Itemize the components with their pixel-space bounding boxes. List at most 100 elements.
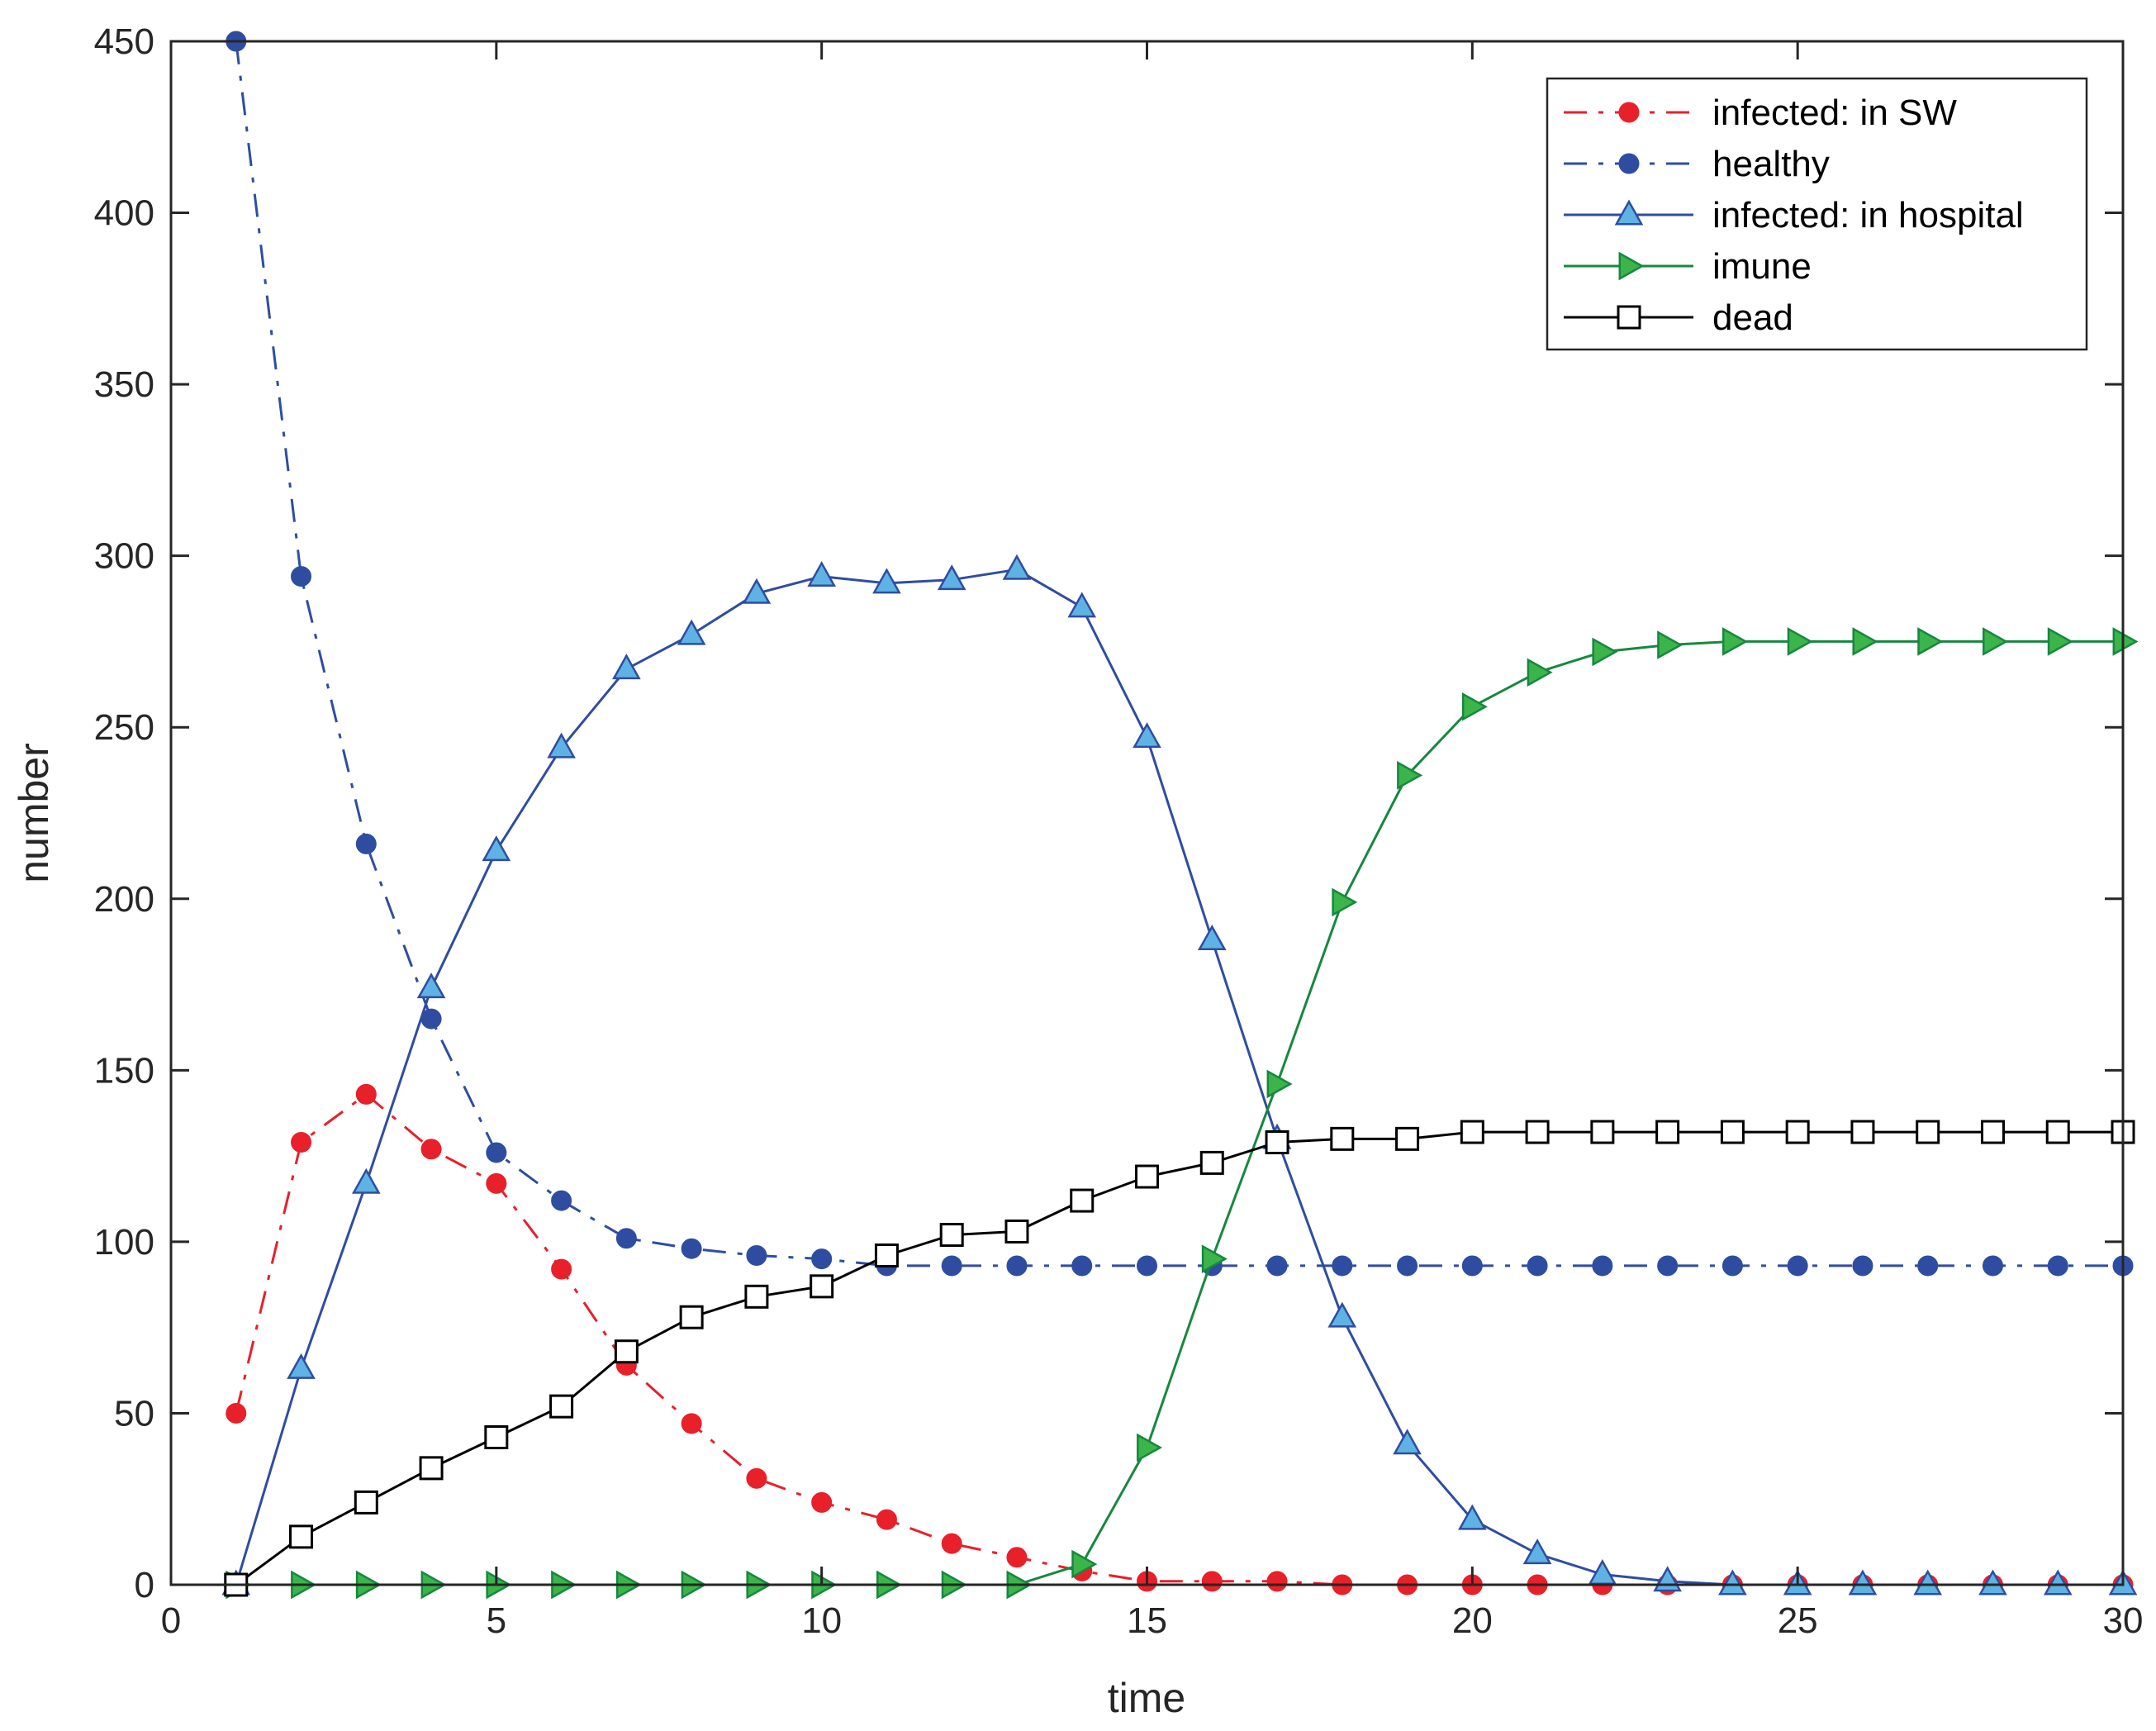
data-point bbox=[1916, 1120, 1940, 1144]
data-point bbox=[1721, 1255, 1743, 1277]
data-point bbox=[1785, 1120, 1810, 1144]
y-tick-label: 300 bbox=[94, 536, 154, 577]
data-point bbox=[355, 833, 377, 854]
data-point bbox=[1004, 1219, 1029, 1244]
data-point bbox=[1397, 761, 1423, 790]
data-point bbox=[1461, 1255, 1483, 1277]
data-point bbox=[746, 1244, 767, 1266]
data-point bbox=[1525, 1120, 1550, 1144]
data-point bbox=[2043, 1569, 2073, 1595]
data-point bbox=[2047, 1255, 2068, 1277]
data-point bbox=[1199, 1150, 1224, 1175]
data-point bbox=[1458, 1504, 1487, 1530]
data-point bbox=[1655, 1120, 1680, 1144]
y-tick-label: 0 bbox=[135, 1565, 154, 1605]
data-point bbox=[291, 566, 312, 587]
x-tick-label: 5 bbox=[487, 1600, 506, 1641]
data-point bbox=[939, 1223, 964, 1248]
data-point bbox=[746, 1467, 767, 1489]
legend-marker bbox=[1614, 199, 1644, 226]
data-point bbox=[810, 1274, 834, 1299]
data-point bbox=[547, 732, 576, 759]
data-point bbox=[1393, 1429, 1422, 1455]
legend-marker bbox=[1618, 102, 1640, 123]
data-point bbox=[551, 1190, 572, 1211]
data-point bbox=[1327, 1301, 1357, 1328]
y-tick-label: 100 bbox=[94, 1222, 154, 1263]
data-point bbox=[876, 1509, 897, 1530]
data-point bbox=[1850, 1120, 1875, 1144]
data-point bbox=[681, 1238, 702, 1259]
data-point bbox=[811, 1491, 833, 1513]
y-tick-label: 350 bbox=[94, 364, 154, 405]
data-point bbox=[1527, 1255, 1548, 1277]
data-point bbox=[1330, 1126, 1355, 1151]
x-tick-label: 10 bbox=[801, 1600, 842, 1641]
legend-label: imune bbox=[1712, 246, 1812, 287]
data-point bbox=[937, 564, 966, 591]
data-point bbox=[1657, 630, 1683, 659]
data-point bbox=[1718, 1569, 1747, 1595]
data-point bbox=[1460, 1120, 1484, 1144]
data-point bbox=[2112, 627, 2139, 656]
x-tick-label: 25 bbox=[1778, 1600, 1818, 1641]
legend-label: healthy bbox=[1712, 144, 1830, 184]
data-point bbox=[1721, 627, 1748, 656]
y-tick-label: 450 bbox=[94, 21, 154, 62]
data-point bbox=[612, 654, 641, 680]
data-point bbox=[1982, 1255, 2003, 1277]
data-point bbox=[486, 1172, 507, 1194]
data-point bbox=[744, 1284, 769, 1309]
x-axis-label: time bbox=[1108, 1675, 1185, 1721]
data-point bbox=[1852, 627, 1878, 656]
data-point bbox=[289, 1524, 314, 1549]
data-point bbox=[486, 1142, 507, 1163]
x-tick-label: 30 bbox=[2103, 1600, 2144, 1641]
data-point bbox=[355, 1083, 377, 1105]
data-point bbox=[1913, 1569, 1943, 1595]
series-markers-2 bbox=[221, 554, 2138, 1595]
data-point bbox=[1265, 1130, 1289, 1155]
data-point bbox=[1983, 627, 2009, 656]
data-point bbox=[874, 1243, 899, 1267]
series-markers-3 bbox=[226, 627, 2139, 1600]
data-point bbox=[1787, 627, 1813, 656]
data-point bbox=[354, 1490, 378, 1515]
data-point bbox=[549, 1394, 574, 1419]
series-line-2 bbox=[235, 568, 2123, 1586]
legend-label: dead bbox=[1712, 297, 1793, 338]
data-point bbox=[1266, 1069, 1293, 1099]
data-point bbox=[551, 1258, 572, 1280]
data-point bbox=[1592, 1255, 1613, 1277]
data-point bbox=[1332, 1255, 1353, 1277]
data-point bbox=[2047, 627, 2073, 656]
data-point bbox=[1848, 1569, 1878, 1595]
y-axis-label: number bbox=[11, 743, 57, 883]
data-point bbox=[416, 972, 446, 999]
y-tick-label: 250 bbox=[94, 707, 154, 748]
y-tick-label: 400 bbox=[94, 193, 154, 234]
data-point bbox=[1071, 1549, 1098, 1579]
data-point bbox=[1657, 1255, 1679, 1277]
data-point bbox=[419, 1456, 444, 1481]
legend-marker bbox=[1618, 153, 1640, 174]
data-point bbox=[1266, 1571, 1288, 1592]
data-point bbox=[679, 1305, 704, 1329]
data-point bbox=[1917, 627, 1944, 656]
data-point bbox=[1720, 1120, 1745, 1144]
legend-label: infected: in SW bbox=[1712, 93, 1957, 133]
data-point bbox=[1071, 1255, 1093, 1277]
x-tick-label: 0 bbox=[161, 1600, 181, 1641]
data-point bbox=[291, 1132, 312, 1153]
data-point bbox=[1266, 1255, 1288, 1277]
data-point bbox=[1397, 1255, 1418, 1277]
data-point bbox=[1787, 1255, 1808, 1277]
data-point bbox=[677, 619, 706, 645]
data-point bbox=[1002, 554, 1032, 580]
data-point bbox=[615, 1228, 637, 1249]
data-point bbox=[807, 561, 836, 587]
data-point bbox=[1067, 592, 1097, 618]
data-point bbox=[1852, 1255, 1873, 1277]
data-point bbox=[1006, 1255, 1028, 1277]
